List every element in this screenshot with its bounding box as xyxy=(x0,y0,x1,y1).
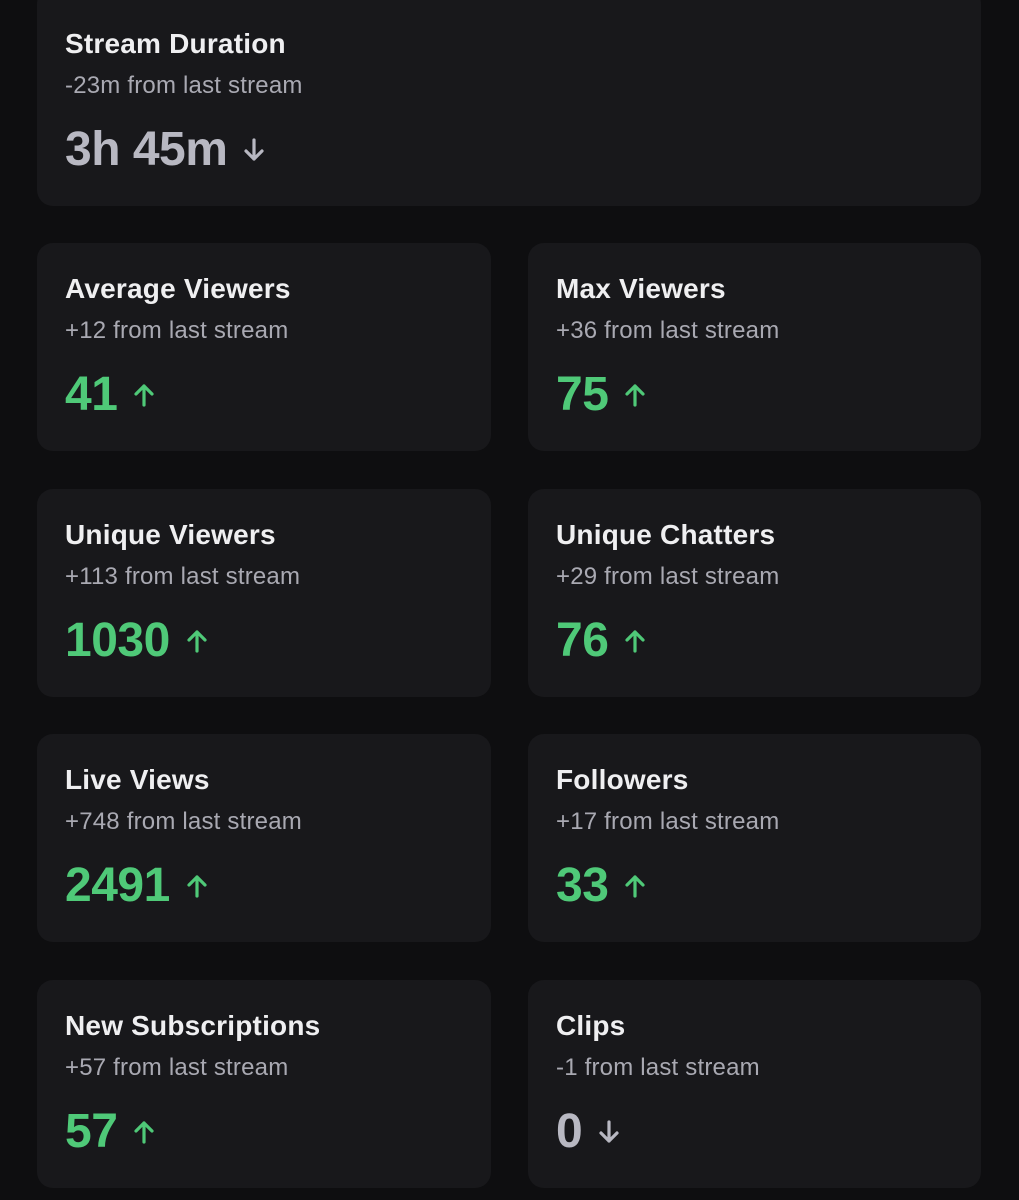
stat-value: 3h 45m xyxy=(65,123,228,176)
arrow-up-icon xyxy=(625,630,645,653)
stat-change: +113 from last stream xyxy=(65,563,301,590)
stat-card-new-subscriptions: New Subscriptions +57 from last stream 5… xyxy=(37,980,491,1188)
stat-card-clips: Clips -1 from last stream 0 xyxy=(528,980,981,1188)
stat-value: 76 xyxy=(556,614,609,667)
stat-value: 57 xyxy=(65,1105,118,1158)
stat-change: -1 from last stream xyxy=(556,1054,760,1081)
stat-change: +36 from last stream xyxy=(556,317,780,344)
arrow-up-icon xyxy=(134,384,154,407)
stat-value: 0 xyxy=(556,1105,583,1158)
stat-value-row: 75 xyxy=(556,371,648,419)
stat-change: +12 from last stream xyxy=(65,317,289,344)
stat-title: Max Viewers xyxy=(556,273,726,304)
stat-value: 75 xyxy=(556,368,609,421)
stat-value: 33 xyxy=(556,859,609,912)
stat-card-unique-viewers: Unique Viewers +113 from last stream 103… xyxy=(37,489,491,697)
stat-value-row: 0 xyxy=(556,1108,622,1156)
stat-value-row: 1030 xyxy=(65,617,210,665)
stat-value-row: 2491 xyxy=(65,862,210,910)
stat-title: Clips xyxy=(556,1010,626,1041)
stat-value-row: 3h 45m xyxy=(65,126,267,174)
arrow-up-icon xyxy=(625,875,645,898)
stat-card-unique-chatters: Unique Chatters +29 from last stream 76 xyxy=(528,489,981,697)
arrow-down-icon xyxy=(599,1120,619,1143)
stat-title: Unique Chatters xyxy=(556,519,776,550)
stat-change: +748 from last stream xyxy=(65,808,302,835)
arrow-down-icon xyxy=(244,138,265,161)
stat-title: Average Viewers xyxy=(65,273,291,304)
stat-value: 41 xyxy=(65,368,118,421)
stat-title: Stream Duration xyxy=(65,28,286,59)
stat-change: +57 from last stream xyxy=(65,1054,289,1081)
stat-card-stream-duration: Stream Duration -23m from last stream 3h… xyxy=(37,0,981,206)
stat-value-row: 33 xyxy=(556,862,648,910)
stat-card-average-viewers: Average Viewers +12 from last stream 41 xyxy=(37,243,491,451)
stat-title: New Subscriptions xyxy=(65,1010,321,1041)
stat-change: +29 from last stream xyxy=(556,563,780,590)
stat-change: -23m from last stream xyxy=(65,72,303,99)
stat-value-row: 41 xyxy=(65,371,157,419)
stat-card-max-viewers: Max Viewers +36 from last stream 75 xyxy=(528,243,981,451)
stat-card-followers: Followers +17 from last stream 33 xyxy=(528,734,981,942)
stat-change: +17 from last stream xyxy=(556,808,780,835)
stat-title: Unique Viewers xyxy=(65,519,276,550)
stat-title: Followers xyxy=(556,764,689,795)
stat-value-row: 57 xyxy=(65,1108,157,1156)
arrow-up-icon xyxy=(187,875,207,898)
stat-title: Live Views xyxy=(65,764,210,795)
stat-card-live-views: Live Views +748 from last stream 2491 xyxy=(37,734,491,942)
arrow-up-icon xyxy=(134,1121,154,1144)
stat-value: 2491 xyxy=(65,859,170,912)
stat-value-row: 76 xyxy=(556,617,648,665)
stat-value: 1030 xyxy=(65,614,170,667)
arrow-up-icon xyxy=(625,384,645,407)
arrow-up-icon xyxy=(187,630,207,653)
